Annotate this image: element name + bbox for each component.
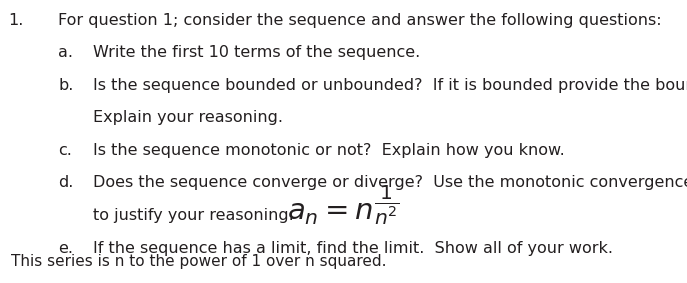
Text: If the sequence has a limit, find the limit.  Show all of your work.: If the sequence has a limit, find the li… — [93, 241, 613, 256]
Text: Is the sequence bounded or unbounded?  If it is bounded provide the bounds?: Is the sequence bounded or unbounded? If… — [93, 78, 687, 93]
Text: Is the sequence monotonic or not?  Explain how you know.: Is the sequence monotonic or not? Explai… — [93, 143, 565, 158]
Text: c.: c. — [58, 143, 72, 158]
Text: a.: a. — [58, 45, 74, 60]
Text: For question 1; consider the sequence and answer the following questions:: For question 1; consider the sequence an… — [58, 13, 662, 28]
Text: Write the first 10 terms of the sequence.: Write the first 10 terms of the sequence… — [93, 45, 420, 60]
Text: b.: b. — [58, 78, 74, 93]
Text: e.: e. — [58, 241, 74, 256]
Text: This series is n to the power of 1 over n squared.: This series is n to the power of 1 over … — [12, 254, 387, 269]
Text: 1.: 1. — [8, 13, 23, 28]
Text: d.: d. — [58, 175, 74, 190]
Text: $a_n = n^{\dfrac{1}{n^2}}$: $a_n = n^{\dfrac{1}{n^2}}$ — [287, 183, 400, 227]
Text: Does the sequence converge or diverge?  Use the monotonic convergence theorem: Does the sequence converge or diverge? U… — [93, 175, 687, 190]
Text: to justify your reasoning.: to justify your reasoning. — [93, 208, 293, 223]
Text: Explain your reasoning.: Explain your reasoning. — [93, 110, 283, 125]
